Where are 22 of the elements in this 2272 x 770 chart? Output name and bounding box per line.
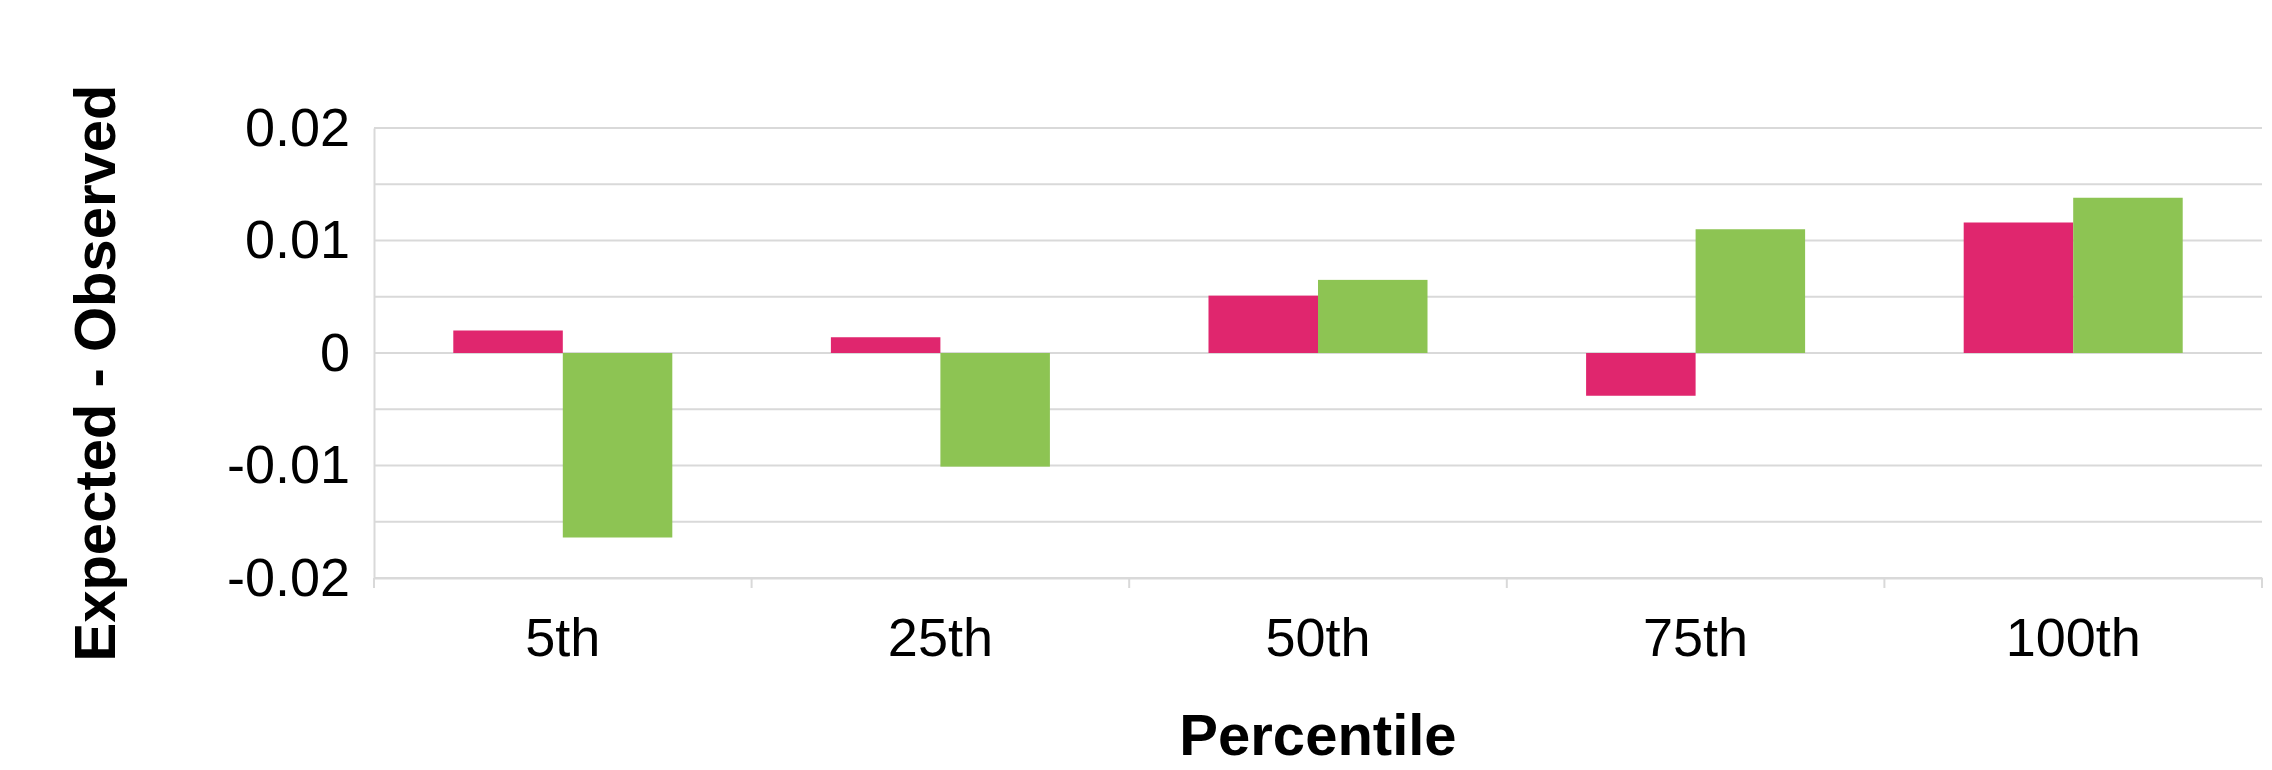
bar [1586,353,1696,396]
y-tick-label: -0.02 [226,546,350,607]
x-tick-label: 100th [2005,607,2141,668]
y-tick-label: 0 [319,321,350,382]
y-axis-title: Expected - Observed [62,84,127,662]
bar [562,353,673,538]
bar [453,330,563,353]
bar [940,353,1050,467]
bar [830,337,941,353]
x-axis-title: Percentile [1179,702,1457,767]
x-tick-label: 50th [1265,607,1371,668]
bar [1318,279,1428,353]
y-tick-label: -0.01 [226,434,350,495]
x-tick-label: 75th [1643,607,1749,668]
bar [1695,229,1806,353]
bar [1208,295,1318,353]
bar [2073,197,2183,353]
x-tick-label: 5th [525,607,601,668]
y-tick-label: 0.01 [244,209,350,270]
x-tick-label: 25th [887,607,993,668]
y-tick-label: 0.02 [244,96,350,157]
bar [1963,222,2074,353]
